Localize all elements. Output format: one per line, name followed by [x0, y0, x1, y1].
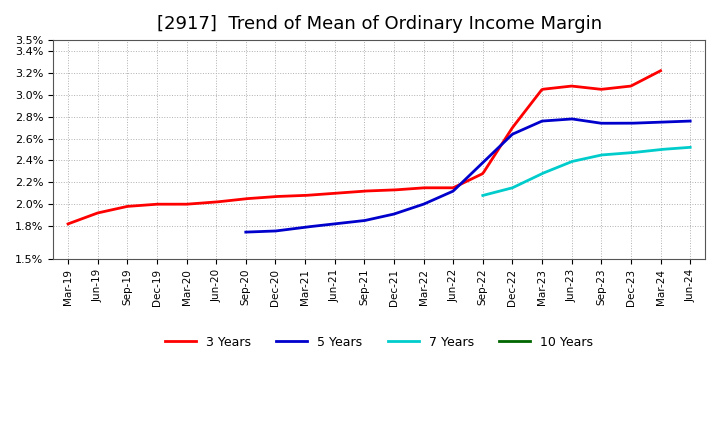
Legend: 3 Years, 5 Years, 7 Years, 10 Years: 3 Years, 5 Years, 7 Years, 10 Years [160, 331, 598, 354]
Title: [2917]  Trend of Mean of Ordinary Income Margin: [2917] Trend of Mean of Ordinary Income … [156, 15, 602, 33]
